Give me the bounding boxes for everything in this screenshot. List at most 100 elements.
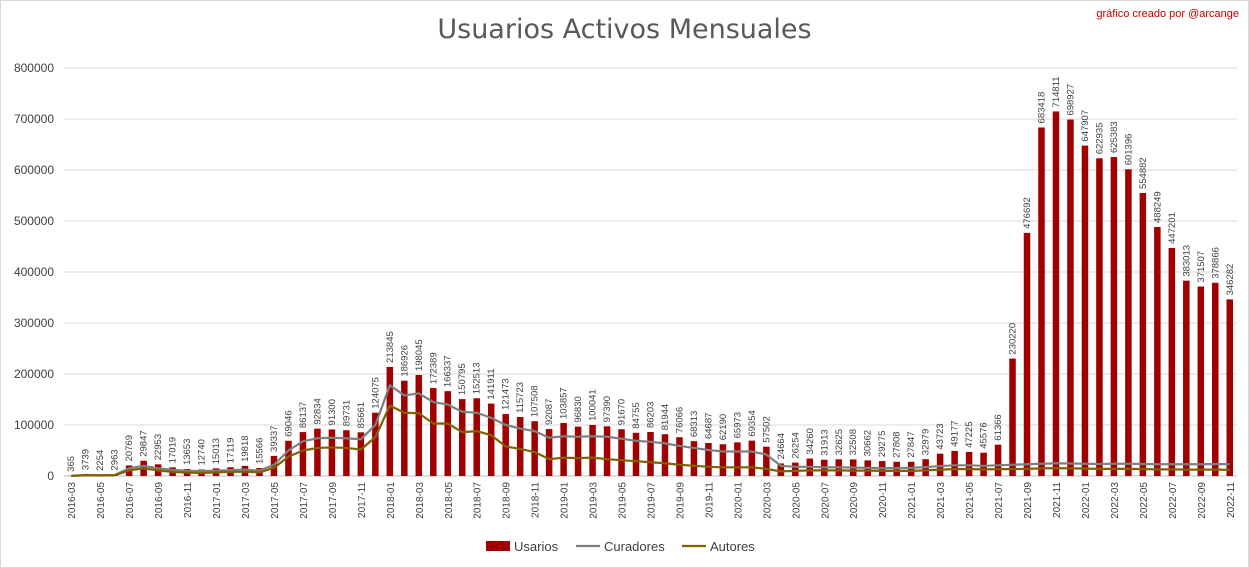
legend-swatch-usarios bbox=[486, 541, 510, 551]
x-tick-label: 2020-09 bbox=[849, 482, 860, 519]
data-label: 30662 bbox=[863, 430, 874, 456]
x-tick-label: 2020-01 bbox=[733, 482, 744, 519]
y-tick-label: 600000 bbox=[14, 163, 54, 177]
x-tick-label: 2020-07 bbox=[820, 482, 831, 519]
series-line-curadores bbox=[71, 384, 1230, 477]
data-label: 27808 bbox=[892, 431, 903, 457]
bar bbox=[458, 399, 466, 476]
data-label: 91300 bbox=[327, 399, 338, 425]
data-label: 378866 bbox=[1210, 247, 1221, 279]
data-label: 103857 bbox=[559, 387, 570, 419]
bar bbox=[1168, 247, 1176, 476]
bar bbox=[560, 423, 567, 476]
bar bbox=[734, 442, 741, 476]
bar bbox=[936, 453, 944, 476]
x-tick-label: 2021-09 bbox=[1023, 482, 1034, 519]
x-tick-label: 2021-03 bbox=[936, 482, 947, 519]
data-label: 29847 bbox=[139, 430, 150, 456]
data-label: 13653 bbox=[182, 439, 193, 465]
bar bbox=[1067, 119, 1074, 476]
x-tick-label: 2017-03 bbox=[241, 482, 252, 519]
data-label: 31913 bbox=[819, 429, 830, 455]
data-label: 601396 bbox=[1123, 134, 1134, 166]
x-tick-label: 2019-07 bbox=[647, 482, 658, 519]
x-tick-label: 2019-05 bbox=[618, 482, 629, 519]
bar bbox=[603, 426, 611, 476]
bar bbox=[357, 432, 365, 476]
x-tick-label: 2017-09 bbox=[328, 482, 339, 519]
data-label: 447201 bbox=[1167, 212, 1178, 244]
data-label: 69046 bbox=[283, 410, 294, 436]
x-tick-label: 2016-09 bbox=[154, 482, 165, 519]
bar bbox=[299, 432, 307, 476]
data-label: 26254 bbox=[790, 432, 801, 458]
data-label: 141911 bbox=[486, 369, 497, 400]
data-label: 45576 bbox=[979, 422, 990, 448]
bar bbox=[1038, 127, 1045, 476]
bar bbox=[328, 429, 336, 476]
x-tick-label: 2016-03 bbox=[67, 482, 78, 519]
data-label: 64687 bbox=[703, 413, 714, 439]
data-label: 47225 bbox=[964, 421, 975, 447]
data-label: 15566 bbox=[255, 438, 266, 464]
x-tick-label: 2021-07 bbox=[994, 482, 1005, 519]
x-tick-label: 2020-03 bbox=[762, 482, 773, 519]
bar bbox=[661, 434, 669, 476]
bar bbox=[994, 444, 1002, 476]
legend: Usarios Curadores Autores bbox=[486, 539, 755, 554]
bar bbox=[574, 426, 582, 476]
data-label: 69354 bbox=[747, 410, 758, 436]
x-axis: 2016-03 2016-05 2016-07 2016-09 2016-11 2017-… bbox=[67, 482, 1237, 519]
x-tick-label: 2016-11 bbox=[183, 482, 194, 518]
bar bbox=[430, 388, 437, 476]
y-tick-label: 400000 bbox=[14, 265, 54, 279]
bar bbox=[589, 424, 596, 476]
data-label: 714811 bbox=[1051, 76, 1062, 107]
data-label: 346282 bbox=[1225, 264, 1236, 296]
data-label: 32625 bbox=[834, 429, 845, 455]
y-tick-label: 0 bbox=[47, 469, 54, 483]
x-tick-label: 2022-01 bbox=[1081, 482, 1092, 519]
x-tick-label: 2019-09 bbox=[675, 482, 686, 519]
chart-title: Usuarios Activos Mensuales bbox=[437, 14, 812, 45]
x-tick-label: 2018-03 bbox=[415, 482, 426, 519]
bar bbox=[1212, 282, 1219, 476]
bar bbox=[1226, 299, 1234, 476]
x-tick-label: 2022-09 bbox=[1197, 482, 1208, 519]
x-tick-label: 2016-07 bbox=[125, 482, 136, 519]
data-label: 186926 bbox=[399, 345, 410, 377]
bar bbox=[401, 380, 408, 476]
data-label: 124075 bbox=[370, 377, 381, 409]
bar bbox=[531, 421, 538, 476]
x-tick-label: 2017-11 bbox=[357, 482, 368, 518]
data-label: 29275 bbox=[877, 431, 888, 457]
data-label: 622935 bbox=[1094, 123, 1105, 155]
x-tick-label: 2018-01 bbox=[386, 482, 397, 519]
data-label: 15013 bbox=[211, 438, 222, 464]
x-tick-label: 2018-05 bbox=[444, 482, 455, 519]
x-tick-label: 2017-01 bbox=[212, 482, 223, 519]
data-label: 57502 bbox=[761, 416, 772, 442]
bar bbox=[1096, 158, 1103, 476]
data-label: 19818 bbox=[240, 435, 251, 461]
bar bbox=[951, 450, 958, 476]
data-label: 100041 bbox=[588, 389, 599, 421]
data-label: 698927 bbox=[1065, 84, 1076, 116]
y-tick-label: 200000 bbox=[14, 367, 54, 381]
x-tick-label: 2017-07 bbox=[299, 482, 310, 519]
data-label: 43723 bbox=[935, 423, 946, 449]
data-label: 22953 bbox=[153, 434, 164, 460]
data-label: 371507 bbox=[1196, 251, 1207, 283]
data-label: 488249 bbox=[1152, 191, 1163, 223]
y-tick-label: 300000 bbox=[14, 316, 54, 330]
data-label: 65973 bbox=[732, 412, 743, 438]
bar bbox=[647, 432, 654, 476]
y-tick-label: 100000 bbox=[14, 418, 54, 432]
data-label: 2254 bbox=[95, 450, 106, 471]
x-tick-label: 2022-07 bbox=[1168, 482, 1179, 519]
bar bbox=[1183, 280, 1190, 476]
x-tick-label: 2020-11 bbox=[878, 482, 889, 518]
line-series bbox=[71, 384, 1230, 477]
y-tick-label: 800000 bbox=[14, 61, 54, 75]
